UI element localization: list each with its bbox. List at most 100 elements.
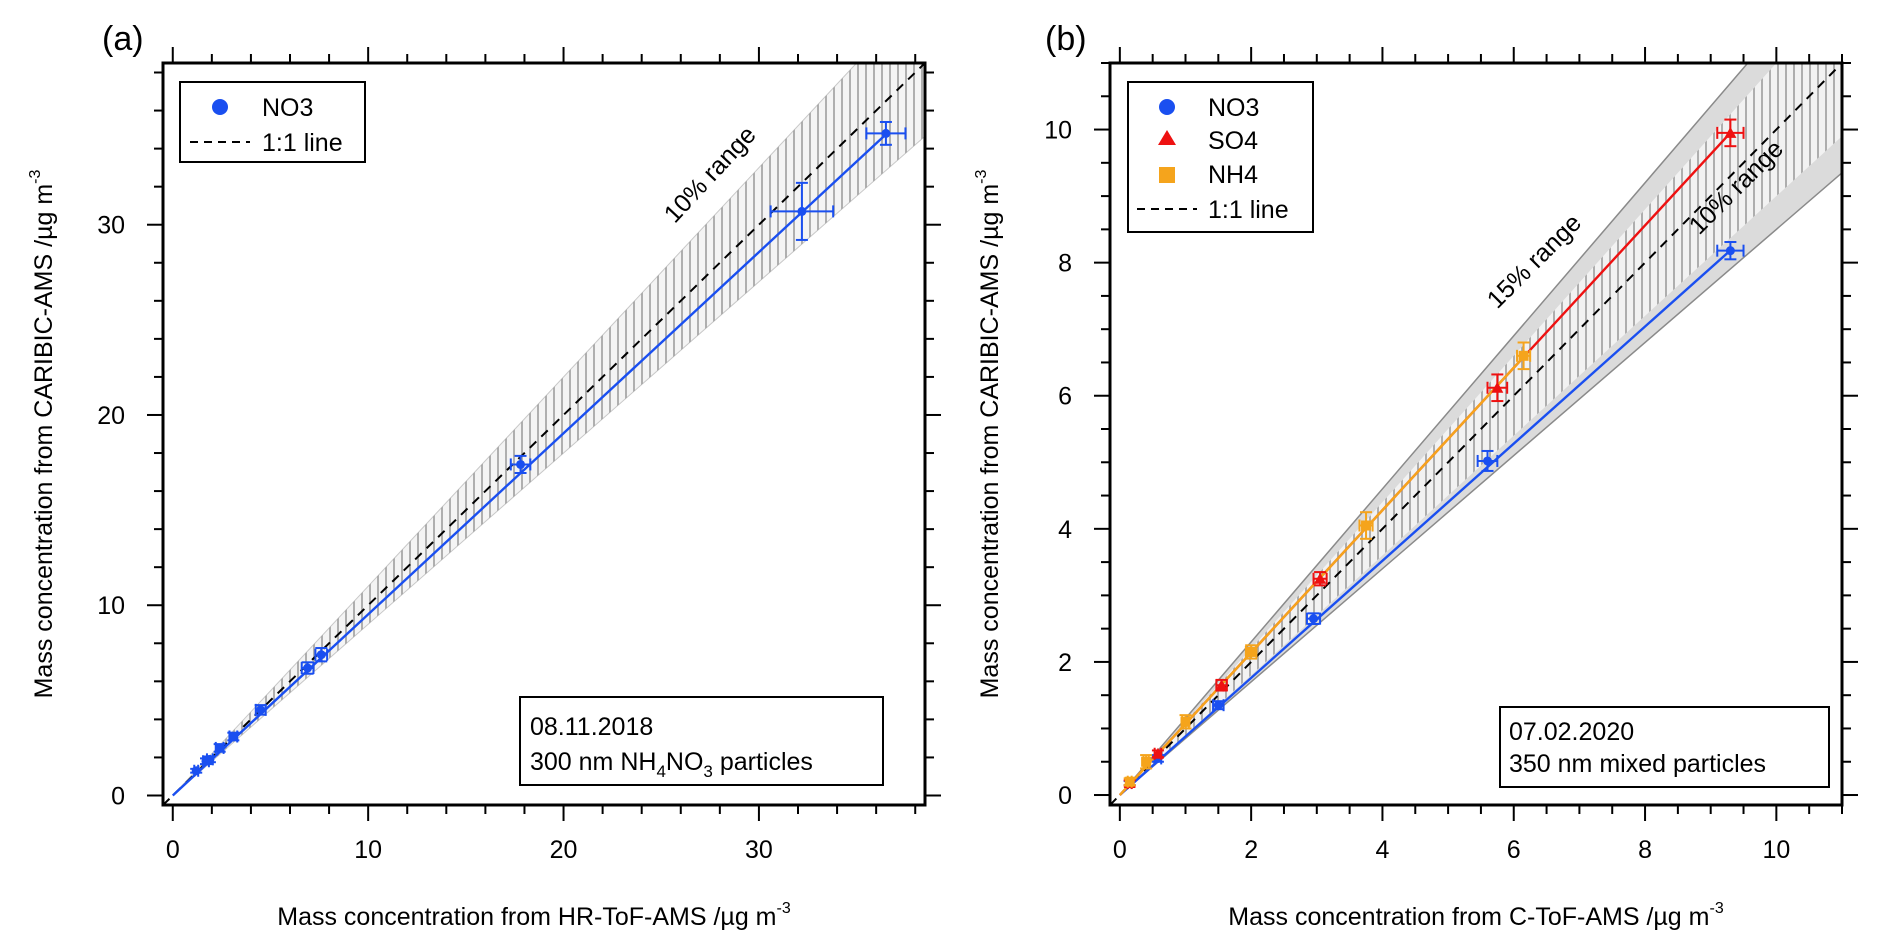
x-tick-label: 4: [1375, 836, 1389, 864]
marker-circle: [228, 732, 238, 742]
data-point-no3-3: [1305, 612, 1322, 625]
panel-b-x-axis-title: Mass concentration from C-ToF-AMS /µg m-…: [1228, 900, 1724, 931]
marker-triangle: [1215, 679, 1228, 691]
data-point-so4-3: [1312, 571, 1328, 587]
marker-triangle: [1151, 747, 1164, 759]
marker-square: [1124, 776, 1135, 787]
panel-a-plot-area: [163, 63, 925, 805]
marker-circle: [881, 128, 891, 138]
y-tick-label: 8: [1058, 250, 1072, 278]
marker-circle: [1213, 700, 1223, 710]
panel-b-annotation-date: 07.02.2020: [1509, 718, 1634, 746]
marker-circle: [256, 705, 266, 715]
panel-a-annotation: 08.11.2018 300 nm NH4NO3 particles: [519, 696, 884, 786]
panel-b-frame: [1108, 61, 1844, 807]
data-point-nh4-0: [1123, 775, 1136, 788]
marker-circle: [191, 766, 201, 776]
panel-b-y-axis-title: Mass concentration from CARIBIC-AMS /µg …: [973, 170, 1004, 699]
data-point-no3-6: [300, 661, 315, 675]
data-point-no3-3: [213, 741, 226, 754]
x-tick-label: 20: [550, 836, 578, 864]
marker-triangle: [1314, 572, 1327, 584]
marker-square: [1246, 646, 1257, 657]
panel-b-annotation: 07.02.2020 350 nm mixed particles: [1499, 706, 1830, 788]
marker-square: [1180, 716, 1191, 727]
panel-b-legend-nh4-label: NH4: [1208, 161, 1258, 189]
panel-b-legend-dash-label: 1:1 line: [1208, 196, 1289, 224]
y-tick-label: 6: [1058, 383, 1072, 411]
x-tick-label: 30: [745, 836, 773, 864]
panel-a-x-axis-title: Mass concentration from HR-ToF-AMS /µg m…: [277, 900, 791, 931]
panel-a-legend-box: [179, 81, 366, 163]
panel-a-legend-no3-marker: [212, 99, 228, 115]
panel-b-annotation-box: [1499, 706, 1830, 788]
panel-a-annotation-box: [519, 696, 884, 786]
data-point-so4-5: [1716, 118, 1745, 148]
marker-square: [1361, 520, 1372, 531]
panel-a-y-axis-title: Mass concentration from CARIBIC-AMS /µg …: [27, 170, 58, 699]
marker-circle: [303, 663, 313, 673]
marker-circle: [1482, 456, 1492, 466]
panel-b-legend-no3-marker: [1159, 99, 1175, 115]
marker-square: [1141, 756, 1152, 767]
marker-circle: [215, 743, 225, 753]
y-tick-label: 0: [111, 782, 125, 810]
data-point-no3-4: [1476, 449, 1499, 472]
panel-b-annotation-desc: 350 nm mixed particles: [1509, 750, 1766, 778]
data-point-no3-8: [509, 454, 532, 475]
panel-a-frame: [161, 61, 927, 807]
data-point-no3-2: [203, 753, 216, 766]
data-point-nh4-5: [1516, 341, 1532, 371]
x-tick-label: 0: [1113, 836, 1127, 864]
x-tick-label: 10: [354, 836, 382, 864]
one-to-one-line: [1110, 63, 1842, 805]
data-point-no3-7: [314, 647, 329, 663]
y-tick-label: 10: [1044, 117, 1072, 145]
y-tick-label: 4: [1058, 516, 1072, 544]
data-point-so4-1: [1151, 747, 1164, 760]
marker-circle: [316, 650, 326, 660]
panel-a-annotation-date: 08.11.2018: [530, 713, 653, 741]
y-tick-label: 0: [1058, 782, 1072, 810]
data-point-no3-5: [254, 703, 267, 716]
data-point-nh4-1: [1140, 754, 1153, 770]
panel-b-legend-box: [1127, 81, 1314, 233]
data-point-nh4-2: [1179, 714, 1192, 730]
y-tick-label: 30: [97, 212, 125, 240]
x-tick-label: 8: [1638, 836, 1652, 864]
panel-b-legend-so4-label: SO4: [1208, 127, 1258, 155]
y-tick-label: 2: [1058, 649, 1072, 677]
panel-a-label: (a): [102, 20, 144, 58]
marker-circle: [1309, 614, 1319, 624]
data-point-no3-9: [769, 181, 835, 241]
panel-a-legend: NO3 1:1 line: [179, 81, 366, 163]
panel-a-annotation-desc: 300 nm NH4NO3 particles: [530, 748, 813, 781]
panel-b-legend-no3-label: NO3: [1208, 94, 1259, 122]
marker-circle: [516, 459, 526, 469]
data-point-no3-10: [865, 120, 907, 146]
x-tick-label: 2: [1244, 836, 1258, 864]
data-point-so4-4: [1486, 373, 1509, 403]
data-point-so4-2: [1215, 678, 1228, 692]
y-tick-label: 20: [97, 402, 125, 430]
marker-circle: [797, 206, 807, 216]
panel-b-legend-nh4-marker: [1159, 167, 1175, 183]
data-point-no3-5: [1716, 241, 1745, 261]
marker-circle: [205, 754, 215, 764]
x-tick-label: 10: [1762, 836, 1790, 864]
panel-b-legend: NO3 SO4 NH4 1:1 line: [1127, 81, 1314, 233]
data-point-no3-2: [1212, 699, 1225, 712]
panel-b-legend-so4-marker: [1158, 130, 1176, 145]
data-point-nh4-3: [1244, 644, 1258, 660]
marker-circle: [1725, 246, 1735, 256]
y-tick-label: 10: [97, 592, 125, 620]
panel-b-label: (b): [1045, 20, 1087, 58]
x-tick-label: 0: [166, 836, 180, 864]
panel-a-legend-no3-label: NO3: [262, 94, 313, 122]
marker-square: [1518, 350, 1529, 361]
one-to-one-line: [163, 63, 925, 805]
marker-triangle: [1491, 381, 1504, 393]
